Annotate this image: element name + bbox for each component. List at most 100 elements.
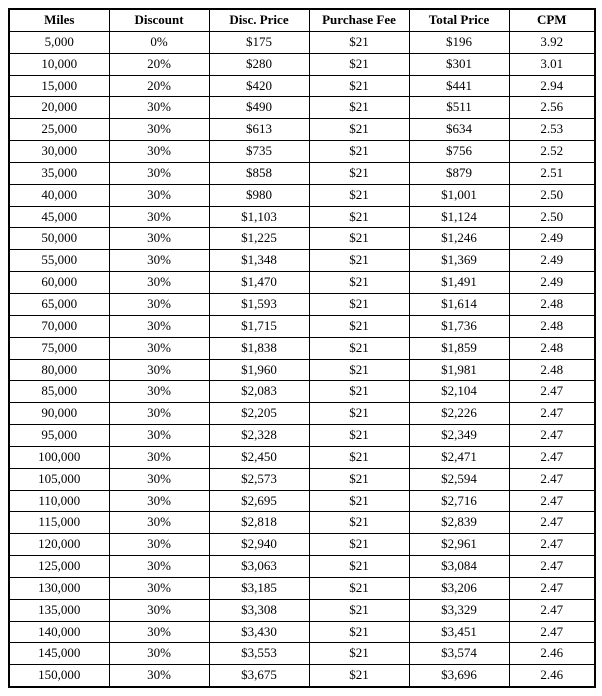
table-cell: $1,491 — [409, 272, 509, 294]
table-cell: 110,000 — [9, 490, 109, 512]
table-cell: $3,084 — [409, 556, 509, 578]
table-cell: $280 — [209, 53, 309, 75]
table-cell: 95,000 — [9, 425, 109, 447]
table-cell: $3,063 — [209, 556, 309, 578]
table-row: 65,00030%$1,593$21$1,6142.48 — [9, 293, 595, 315]
table-cell: 130,000 — [9, 577, 109, 599]
table-row: 30,00030%$735$21$7562.52 — [9, 141, 595, 163]
table-cell: $613 — [209, 119, 309, 141]
table-cell: $3,430 — [209, 621, 309, 643]
table-header: MilesDiscountDisc. PricePurchase FeeTota… — [9, 9, 595, 31]
table-cell: $3,308 — [209, 599, 309, 621]
table-cell: $2,573 — [209, 468, 309, 490]
table-cell: 30% — [109, 577, 209, 599]
table-cell: $2,450 — [209, 446, 309, 468]
table-cell: $21 — [309, 468, 409, 490]
table-row: 75,00030%$1,838$21$1,8592.48 — [9, 337, 595, 359]
table-cell: 65,000 — [9, 293, 109, 315]
table-cell: $2,471 — [409, 446, 509, 468]
table-cell: 125,000 — [9, 556, 109, 578]
table-cell: $2,205 — [209, 403, 309, 425]
table-row: 35,00030%$858$21$8792.51 — [9, 162, 595, 184]
table-cell: 85,000 — [9, 381, 109, 403]
table-cell: 90,000 — [9, 403, 109, 425]
table-row: 10,00020%$280$21$3013.01 — [9, 53, 595, 75]
table-cell: 30% — [109, 556, 209, 578]
table-cell: 20,000 — [9, 97, 109, 119]
table-cell: 30% — [109, 534, 209, 556]
table-cell: 2.47 — [509, 381, 595, 403]
table-cell: 30% — [109, 665, 209, 687]
table-cell: 2.47 — [509, 534, 595, 556]
table-cell: 20% — [109, 75, 209, 97]
table-cell: $21 — [309, 490, 409, 512]
table-cell: $1,981 — [409, 359, 509, 381]
table-cell: 40,000 — [9, 184, 109, 206]
table-cell: 135,000 — [9, 599, 109, 621]
table-cell: $1,103 — [209, 206, 309, 228]
table-row: 15,00020%$420$21$4412.94 — [9, 75, 595, 97]
table-cell: 2.51 — [509, 162, 595, 184]
table-cell: $21 — [309, 665, 409, 687]
column-header: Purchase Fee — [309, 9, 409, 31]
table-row: 100,00030%$2,450$21$2,4712.47 — [9, 446, 595, 468]
table-cell: $2,226 — [409, 403, 509, 425]
table-cell: $1,859 — [409, 337, 509, 359]
table-cell: $2,961 — [409, 534, 509, 556]
table-cell: $21 — [309, 206, 409, 228]
table-cell: 30% — [109, 403, 209, 425]
table-cell: $2,349 — [409, 425, 509, 447]
table-cell: $1,225 — [209, 228, 309, 250]
column-header: Total Price — [409, 9, 509, 31]
table-cell: $21 — [309, 446, 409, 468]
table-cell: 2.56 — [509, 97, 595, 119]
table-cell: $196 — [409, 31, 509, 53]
table-cell: 60,000 — [9, 272, 109, 294]
table-cell: $21 — [309, 119, 409, 141]
table-cell: 55,000 — [9, 250, 109, 272]
table-cell: 30% — [109, 162, 209, 184]
column-header: Miles — [9, 9, 109, 31]
table-cell: 2.48 — [509, 337, 595, 359]
table-row: 70,00030%$1,715$21$1,7362.48 — [9, 315, 595, 337]
table-cell: 2.47 — [509, 599, 595, 621]
table-cell: 30% — [109, 315, 209, 337]
table-cell: $21 — [309, 162, 409, 184]
table-cell: $735 — [209, 141, 309, 163]
table-cell: $3,696 — [409, 665, 509, 687]
table-cell: $21 — [309, 621, 409, 643]
table-cell: $2,328 — [209, 425, 309, 447]
table-row: 115,00030%$2,818$21$2,8392.47 — [9, 512, 595, 534]
table-cell: $21 — [309, 577, 409, 599]
table-cell: 2.47 — [509, 425, 595, 447]
table-cell: 25,000 — [9, 119, 109, 141]
table-cell: 30% — [109, 337, 209, 359]
table-cell: $21 — [309, 425, 409, 447]
table-cell: 2.47 — [509, 490, 595, 512]
header-row: MilesDiscountDisc. PricePurchase FeeTota… — [9, 9, 595, 31]
table-cell: $1,614 — [409, 293, 509, 315]
table-cell: $2,695 — [209, 490, 309, 512]
table-cell: 30% — [109, 97, 209, 119]
table-cell: $21 — [309, 534, 409, 556]
table-row: 95,00030%$2,328$21$2,3492.47 — [9, 425, 595, 447]
table-cell: 2.47 — [509, 556, 595, 578]
table-cell: 2.49 — [509, 228, 595, 250]
table-row: 50,00030%$1,225$21$1,2462.49 — [9, 228, 595, 250]
table-row: 110,00030%$2,695$21$2,7162.47 — [9, 490, 595, 512]
table-cell: 30% — [109, 425, 209, 447]
table-row: 20,00030%$490$21$5112.56 — [9, 97, 595, 119]
table-cell: 30,000 — [9, 141, 109, 163]
table-cell: $1,593 — [209, 293, 309, 315]
table-cell: $21 — [309, 53, 409, 75]
table-cell: $3,185 — [209, 577, 309, 599]
table-cell: $21 — [309, 315, 409, 337]
table-cell: 2.48 — [509, 315, 595, 337]
table-row: 125,00030%$3,063$21$3,0842.47 — [9, 556, 595, 578]
column-header: CPM — [509, 9, 595, 31]
table-row: 120,00030%$2,940$21$2,9612.47 — [9, 534, 595, 556]
table-cell: 2.47 — [509, 468, 595, 490]
table-cell: $1,736 — [409, 315, 509, 337]
table-cell: $2,594 — [409, 468, 509, 490]
table-cell: 30% — [109, 381, 209, 403]
